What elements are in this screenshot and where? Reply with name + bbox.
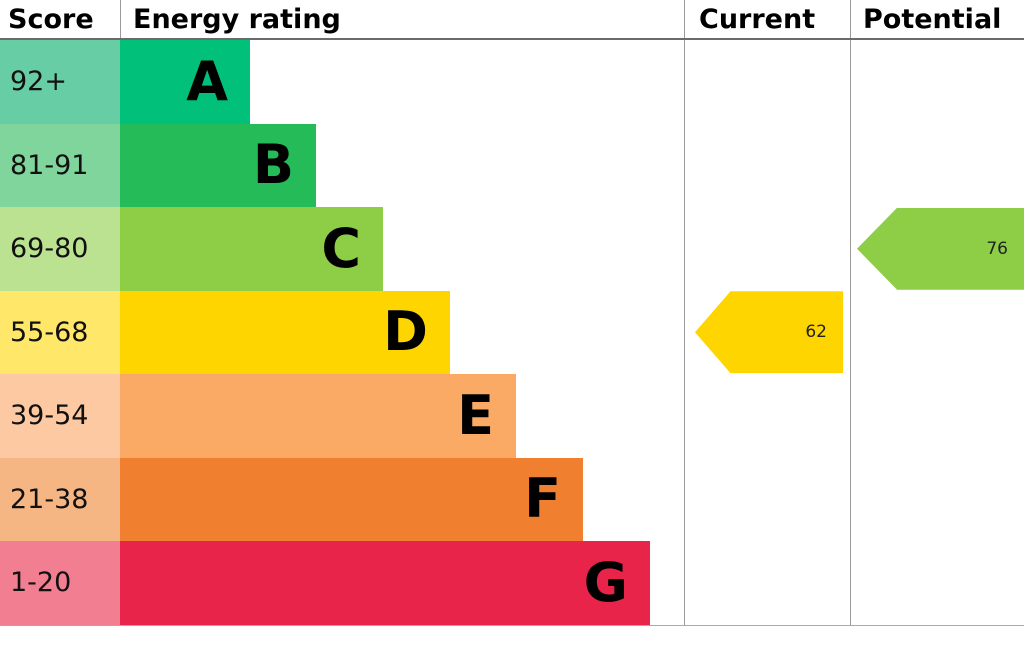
band-letter-d: D: [383, 300, 428, 364]
score-range-label: 81-91: [0, 123, 120, 207]
score-header: Score: [8, 3, 94, 35]
rating-bar-d: D: [120, 290, 450, 374]
rating-bar-f: F: [120, 457, 583, 541]
score-range-label: 39-54: [0, 374, 120, 458]
rating-bar-e: E: [120, 374, 516, 458]
score-column-divider: [120, 0, 121, 38]
band-row-b: 81-91 B: [0, 123, 684, 207]
score-range-label: 1-20: [0, 541, 120, 625]
band-letter-e: E: [457, 383, 494, 447]
band-row-a: 92+ A: [0, 40, 684, 124]
rating-bar-a: A: [120, 40, 250, 124]
rating-bar-b: B: [120, 123, 316, 207]
current-column-divider: [684, 0, 685, 625]
chart-bottom-border: [0, 625, 1024, 626]
score-range-label: 92+: [0, 40, 120, 124]
score-range-label: 69-80: [0, 207, 120, 291]
band-letter-b: B: [252, 133, 294, 197]
current-header: Current: [699, 3, 816, 35]
band-row-c: 69-80 C: [0, 207, 684, 291]
band-letter-g: G: [583, 550, 628, 614]
band-row-d: 55-68 D: [0, 290, 684, 374]
header-divider: [0, 38, 1024, 40]
rating-bar-g: G: [120, 541, 650, 625]
score-range-label: 21-38: [0, 457, 120, 541]
current-rating-arrow: 62: [695, 291, 843, 374]
band-row-g: 1-20 G: [0, 541, 684, 625]
potential-column-divider: [850, 0, 851, 625]
band-letter-a: A: [186, 49, 228, 113]
rating-bar-c: C: [120, 207, 383, 291]
potential-rating-arrow: 76: [857, 207, 1024, 290]
energy-rating-header: Energy rating: [133, 3, 341, 35]
score-range-label: 55-68: [0, 290, 120, 374]
potential-header: Potential: [863, 3, 1002, 35]
band-row-f: 21-38 F: [0, 457, 684, 541]
band-letter-c: C: [321, 216, 361, 280]
potential-rating-value: 76: [986, 238, 1008, 259]
band-letter-f: F: [524, 467, 561, 531]
band-row-e: 39-54 E: [0, 374, 684, 458]
current-rating-value: 62: [805, 322, 827, 343]
